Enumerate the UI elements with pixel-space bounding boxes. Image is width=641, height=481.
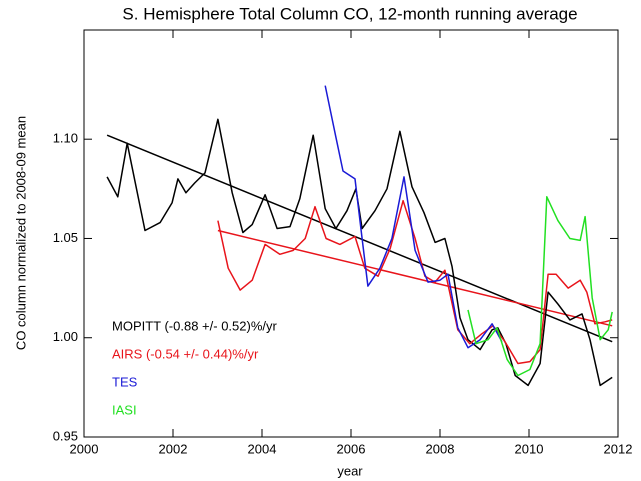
x-tick-label: 2000 xyxy=(70,441,99,456)
legend-entry: AIRS (-0.54 +/- 0.44)%/yr xyxy=(112,346,259,361)
y-axis-label: CO column normalized to 2008-09 mean xyxy=(13,116,28,350)
chart-title: S. Hemisphere Total Column CO, 12-month … xyxy=(122,4,577,23)
series-line xyxy=(106,118,613,387)
legend-entry: IASI xyxy=(112,402,137,417)
x-tick-label: 2012 xyxy=(604,441,633,456)
legend-entry: TES xyxy=(112,374,138,389)
series-line xyxy=(217,199,613,365)
x-tick-label: 2004 xyxy=(248,441,277,456)
y-tick-label: 1.05 xyxy=(53,230,78,245)
x-tick-label: 2010 xyxy=(515,441,544,456)
y-tick-label: 1.10 xyxy=(53,131,78,146)
y-tick-label: 0.95 xyxy=(53,428,78,443)
legend-entry: MOPITT (-0.88 +/- 0.52)%/yr xyxy=(112,318,278,333)
x-tick-label: 2008 xyxy=(426,441,455,456)
x-tick-label: 2006 xyxy=(337,441,366,456)
series-line xyxy=(324,85,503,349)
x-axis-label: year xyxy=(337,463,363,478)
trend-line xyxy=(106,134,613,343)
x-tick-label: 2002 xyxy=(159,441,188,456)
y-tick-label: 1.00 xyxy=(53,329,78,344)
series-line xyxy=(467,196,613,377)
